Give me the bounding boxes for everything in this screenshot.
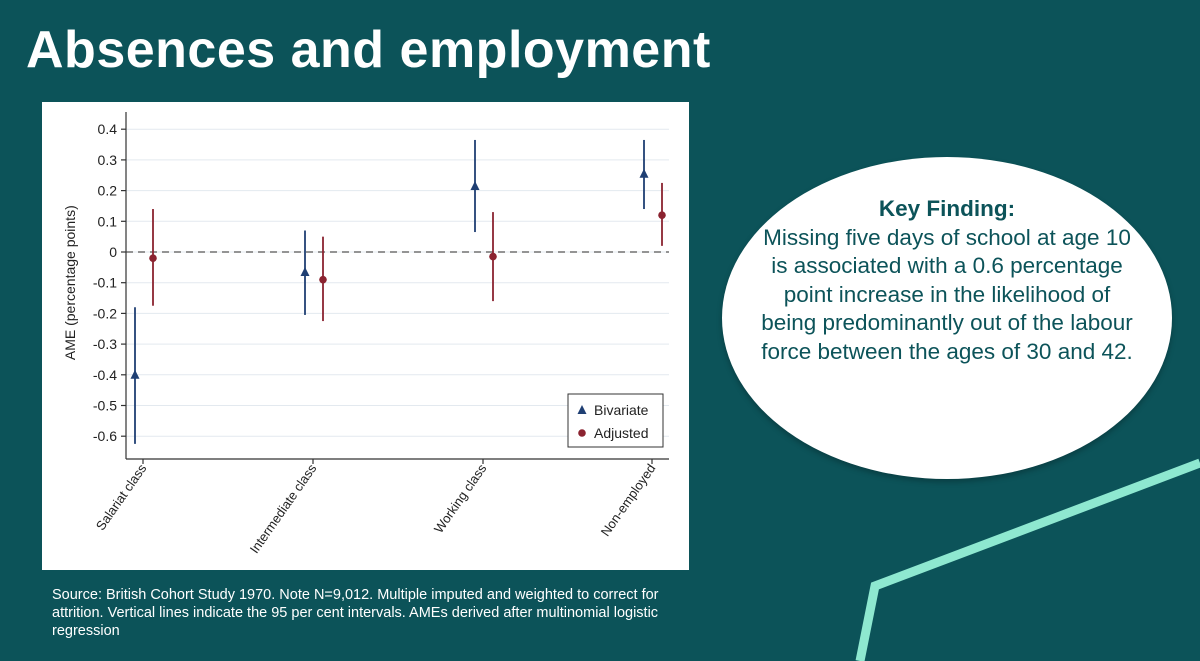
legend-label-adjusted: Adjusted [594,425,648,441]
bivariate-point [470,180,480,190]
y-tick-label: 0.2 [98,183,118,199]
adjusted-point [489,252,497,261]
y-tick-label: 0.1 [98,213,118,229]
key-finding-callout [722,157,1172,479]
y-tick-label: -0.2 [93,305,117,321]
y-tick-label: 0.3 [98,152,118,168]
y-tick-label: -0.1 [93,275,117,291]
key-finding-text: Key Finding: Missing five days of school… [760,195,1134,366]
adjusted-point [319,275,327,284]
accent-polyline [855,458,1200,661]
legend-marker-bivariate [577,405,587,414]
bivariate-point [639,168,649,178]
key-finding-body: Missing five days of school at age 10 is… [761,224,1133,364]
chart-svg: 0.4 0.3 0.2 0.1 0 -0.1 -0.2 -0.3 -0.4 -0.5 -0.6 AME… [62,112,669,556]
y-tick-label: -0.3 [93,336,117,352]
y-tick-label: 0 [109,244,117,260]
y-tick-label: -0.4 [93,367,117,383]
y-axis-label: AME (percentage points) [62,205,78,360]
source-note: Source: British Cohort Study 1970. Note … [52,587,659,639]
slide-title: Absences and employment [26,21,711,79]
legend-marker-adjusted [578,429,586,437]
legend-box [567,393,664,448]
bivariate-point [130,369,140,379]
y-tick-label: -0.5 [93,398,117,414]
y-tick-label: 0.4 [98,121,118,137]
y-tick-label: -0.6 [93,428,117,444]
key-finding-heading: Key Finding: [878,196,1016,221]
bivariate-point [300,266,310,276]
adjusted-point [658,211,666,219]
adjusted-point [149,254,157,262]
legend-label-bivariate: Bivariate [594,402,649,418]
chart-panel: 0.4 0.3 0.2 0.1 0 -0.1 -0.2 -0.3 -0.4 -0.5 -0.6 AME… [42,102,689,570]
